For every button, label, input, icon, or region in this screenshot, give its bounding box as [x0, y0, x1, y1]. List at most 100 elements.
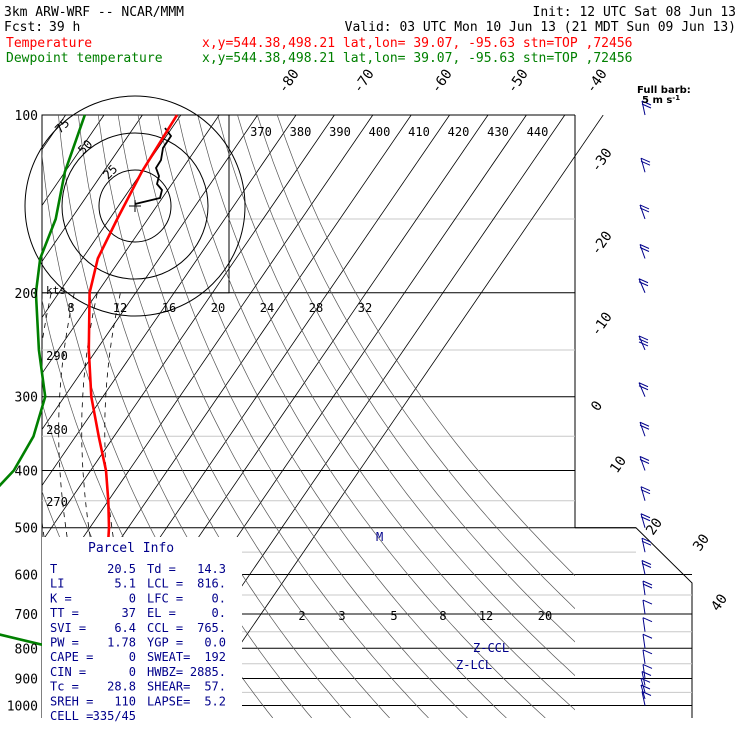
isotherm-label: -20 — [588, 228, 616, 258]
wind-barb-flag — [642, 664, 653, 669]
legend-dewpoint-info: x,y=544.38,498.21 lat,lon= 39.07, -95.63… — [202, 51, 632, 66]
parcel-value: 0 — [129, 665, 136, 679]
wind-barb-flag — [641, 100, 652, 106]
isotherm-label: -40 — [583, 66, 611, 96]
parcel-key2: EL = — [147, 606, 176, 620]
parcel-value: 20.5 — [107, 562, 136, 576]
barb-legend-unit: 5 m s-1 — [642, 94, 680, 106]
wind-barb-staff — [640, 684, 646, 700]
pressure-label: 900 — [15, 672, 38, 687]
isotherm-line — [42, 115, 335, 543]
legend-dewpoint: Dewpoint temperature — [6, 51, 163, 66]
theta-label: 390 — [329, 125, 351, 139]
mixing-ratio-label: 8 — [439, 609, 446, 623]
wind-barb-flag — [641, 540, 652, 546]
isotherm-label: 10 — [607, 453, 630, 476]
hodograph-ring — [61, 132, 209, 280]
plot-right-extension — [575, 527, 693, 718]
pressure-label: 100 — [15, 109, 38, 124]
wind-barb-flag — [641, 563, 652, 568]
parcel-info-title: Parcel Info — [88, 541, 174, 556]
wind-barb-staff — [640, 158, 646, 173]
parcel-key2: HWBZ= — [147, 665, 183, 679]
isotherm-label: -10 — [588, 309, 616, 339]
wind-barb-flag — [638, 341, 649, 347]
hodograph-speed-label: 12 — [113, 301, 127, 315]
isotherm-line — [189, 115, 604, 718]
hodograph-ring — [24, 95, 246, 317]
hodograph-speed-label: 24 — [260, 301, 274, 315]
wind-barb-staff — [640, 486, 646, 501]
wind-barb-staff — [641, 691, 646, 706]
wind-barb-flag — [642, 649, 653, 655]
wind-barb-staff — [642, 649, 646, 664]
theta-left-label: 270 — [46, 495, 68, 509]
parcel-value: 110 — [114, 694, 136, 708]
parcel-value2: 765. — [197, 621, 226, 635]
barb-legend-unit-text: 5 m s — [642, 95, 672, 106]
pressure-label: 300 — [15, 391, 38, 406]
wind-barb-flag — [639, 459, 650, 464]
wind-barb-staff — [639, 204, 646, 220]
dry-adiabat — [157, 115, 507, 718]
parcel-key: CELL = — [50, 709, 93, 723]
wind-barb-staff — [641, 100, 646, 116]
wind-barb-staff — [638, 382, 646, 397]
wind-barb-flag — [640, 684, 651, 690]
wind-barb-flag — [638, 385, 649, 391]
wind-barb-staff — [639, 244, 646, 259]
theta-left-label: 280 — [46, 423, 68, 437]
parcel-key: K = — [50, 591, 72, 605]
lcl-label: Z-LCL — [456, 658, 492, 672]
isotherm-label: 40 — [708, 591, 731, 614]
hodograph-speed-label: 28 — [309, 301, 323, 315]
wind-barb-flag — [641, 537, 652, 543]
forecast-hours: 39 h — [49, 20, 80, 35]
wind-barb-staff — [642, 634, 646, 649]
wind-barb-flag — [642, 583, 653, 589]
isotherm-line — [42, 115, 258, 431]
legend-temperature: Temperature — [6, 36, 92, 51]
parcel-value2: 14.3 — [197, 562, 226, 576]
wind-barb-flag — [639, 456, 650, 461]
dry-adiabat — [117, 115, 429, 718]
wind-barb-staff — [641, 560, 646, 575]
theta-left-label: 290 — [46, 349, 68, 363]
hodograph-speed-label: 8 — [67, 301, 74, 315]
wind-barb-flag — [642, 633, 653, 639]
parcel-value: 0 — [129, 591, 136, 605]
dry-adiabat — [217, 115, 575, 677]
ccl-label: Z-CCL — [473, 641, 509, 655]
parcel-value2: 57. — [204, 680, 226, 694]
parcel-key: PW = — [50, 636, 79, 650]
parcel-value2: 192 — [204, 650, 226, 664]
wind-barb-flag — [641, 671, 652, 676]
wind-barb-flag — [638, 335, 649, 341]
wind-barb-flag — [639, 424, 650, 430]
dry-adiabat — [137, 115, 468, 718]
mixing-ratio-label: 2 — [298, 609, 305, 623]
mixing-ratio-label: 5 — [390, 609, 397, 623]
mixing-ratio-label: 3 — [338, 609, 345, 623]
wind-barb-staff — [639, 456, 646, 471]
parcel-value: 0 — [129, 650, 136, 664]
theta-label: 420 — [448, 125, 470, 139]
isotherm-label: -70 — [350, 66, 378, 96]
parcel-value2: 0. — [212, 606, 226, 620]
legend-temperature-info: x,y=544.38,498.21 lat,lon= 39.07, -95.63… — [202, 36, 632, 51]
wind-barb-flag — [640, 489, 651, 495]
parcel-info-frame — [42, 537, 242, 720]
wind-barb-flag — [642, 617, 653, 623]
hodograph-ring — [98, 169, 172, 243]
isotherm-label: 20 — [643, 515, 666, 538]
dry-adiabat — [256, 115, 575, 610]
theta-label: 400 — [369, 125, 391, 139]
parcel-key: CIN = — [50, 665, 86, 679]
hodograph-speed-label: 20 — [211, 301, 225, 315]
parcel-key: TT = — [50, 606, 79, 620]
isotherm-label: -50 — [504, 66, 532, 96]
wind-barb-flag — [639, 247, 650, 252]
theta-label: 380 — [290, 125, 312, 139]
hodograph-speed-label: 16 — [162, 301, 176, 315]
parcel-key2: SHEAR= — [147, 680, 190, 694]
